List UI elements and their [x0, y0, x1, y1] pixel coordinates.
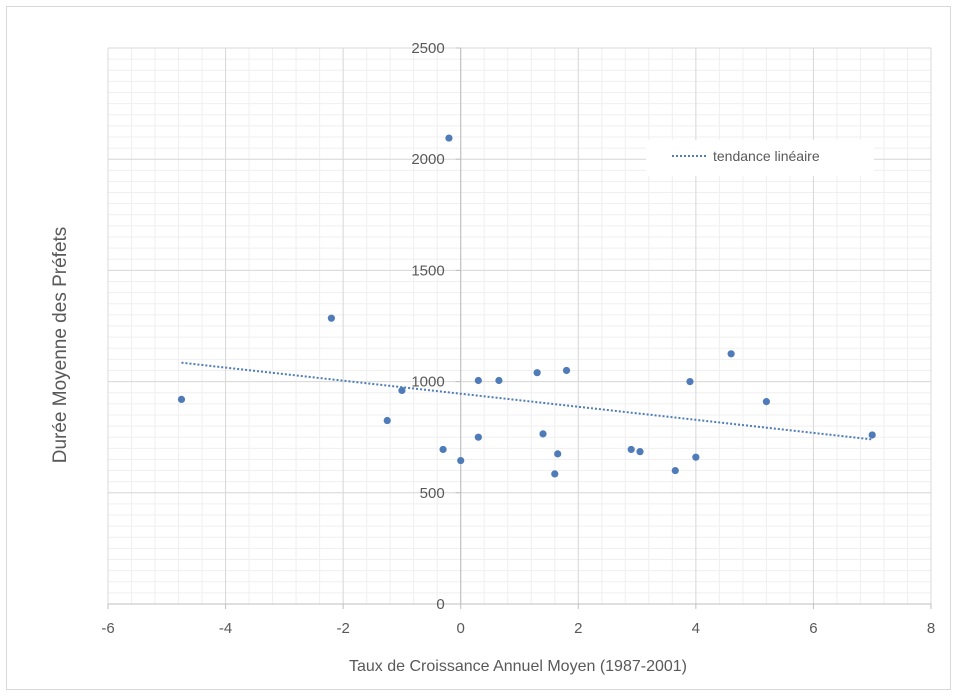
x-tick-label: 0: [457, 620, 465, 637]
legend-box: [646, 140, 874, 176]
data-point: [686, 378, 694, 386]
data-points: [177, 134, 876, 478]
y-tick-label: 0: [436, 596, 444, 613]
y-tick-label: 1000: [411, 374, 444, 391]
data-point: [398, 386, 406, 395]
data-point: [474, 433, 482, 441]
x-axis-title: Taux de Croissance Annuel Moyen (1987-20…: [349, 658, 687, 675]
data-point: [474, 376, 482, 385]
y-tick-label: 1500: [411, 262, 444, 279]
y-tick-label: 500: [420, 485, 445, 502]
x-tick-label: 2: [574, 620, 582, 637]
y-tick-label: 2000: [411, 151, 444, 168]
data-point: [868, 431, 876, 439]
x-tick-label: -4: [219, 620, 232, 637]
y-axis-title: Durée Moyenne des Préfets: [50, 227, 71, 464]
data-point: [554, 450, 562, 458]
y-tick-labels: 0 500 1000 1500 2000 2500: [411, 40, 444, 613]
data-point: [439, 445, 447, 454]
data-point: [636, 448, 644, 456]
data-point: [383, 416, 391, 425]
data-point: [457, 456, 465, 465]
data-point: [562, 366, 571, 375]
data-point: [551, 470, 559, 478]
data-point: [533, 369, 541, 377]
data-point: [727, 350, 735, 358]
data-point: [762, 398, 771, 406]
data-point: [539, 430, 547, 438]
data-point: [177, 395, 186, 403]
x-tick-label: -2: [336, 620, 349, 637]
data-point: [627, 445, 635, 454]
data-point: [495, 376, 503, 385]
data-point: [327, 314, 335, 322]
legend-label: tendance linéaire: [713, 148, 820, 164]
x-tick-label: -6: [101, 620, 114, 637]
x-tick-label: 4: [692, 620, 700, 637]
data-point: [692, 453, 700, 461]
x-tick-label: 6: [809, 620, 817, 637]
x-tick-label: 8: [927, 620, 935, 637]
axes: [107, 47, 932, 609]
x-tick-labels: -6 -4 -2 0 2 4 6 8: [101, 620, 935, 637]
data-point: [671, 466, 679, 475]
minor-grid: [107, 47, 932, 605]
y-tick-label: 2500: [411, 40, 444, 57]
data-point: [445, 134, 453, 142]
legend: tendance linéaire: [646, 140, 874, 176]
